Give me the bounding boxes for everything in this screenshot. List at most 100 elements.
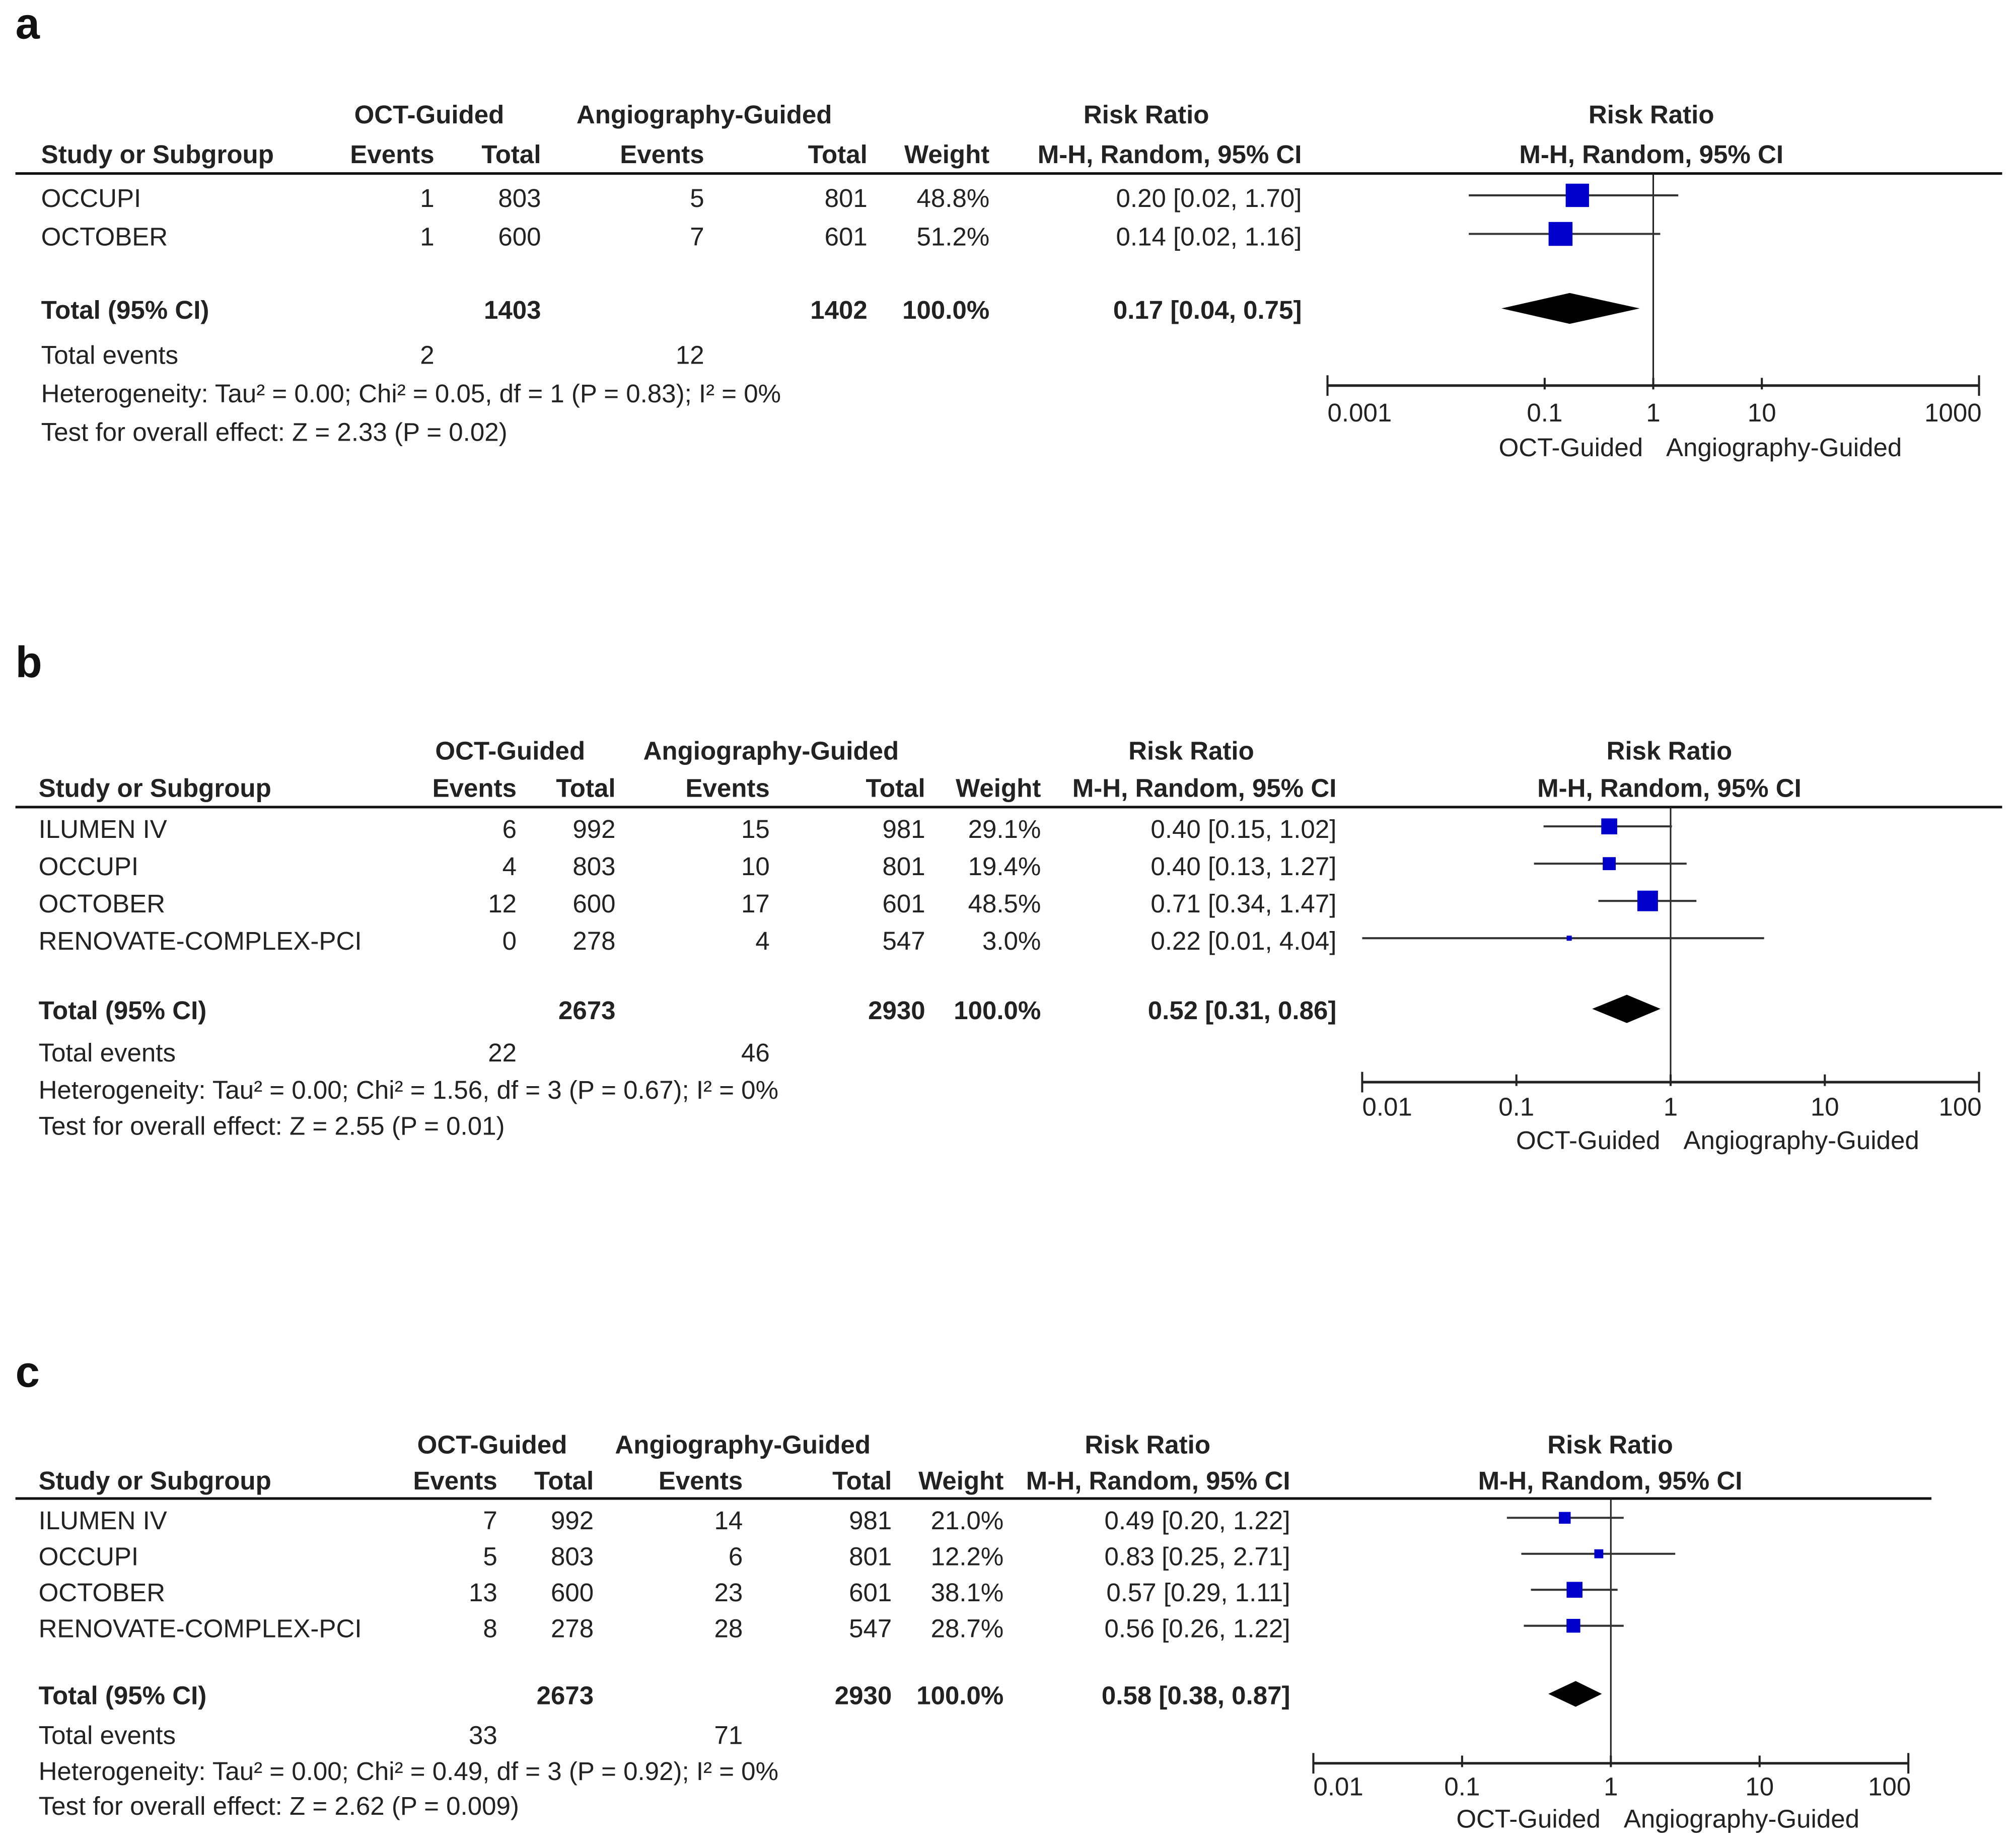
- g2-total: 981: [882, 816, 925, 844]
- weight: 48.5%: [968, 890, 1041, 919]
- study-square: [1637, 890, 1658, 911]
- total-events-g1: 33: [468, 1722, 497, 1751]
- total-g1: 2673: [558, 997, 616, 1026]
- header-plot-rr-method: M-H, Random, 95% CI: [1478, 1467, 1743, 1496]
- g2-total: 547: [882, 928, 925, 956]
- g1-total: 278: [550, 1615, 594, 1644]
- favours-left-label: OCT-Guided: [1456, 1805, 1601, 1834]
- header-weight: Weight: [956, 775, 1041, 804]
- overall-effect-text: Test for overall effect: Z = 2.55 (P = 0…: [38, 1113, 505, 1142]
- total-g2: 2930: [868, 997, 925, 1026]
- g2-events: 7: [690, 224, 704, 252]
- header-rr-method: M-H, Random, 95% CI: [1026, 1467, 1290, 1496]
- study-name: ILUMEN IV: [38, 1507, 167, 1536]
- study-name: OCTOBER: [38, 1579, 166, 1608]
- risk-ratio-ci: 0.49 [0.20, 1.22]: [1104, 1507, 1290, 1536]
- overall-effect-text: Test for overall effect: Z = 2.33 (P = 0…: [41, 419, 508, 448]
- g2-events: 28: [714, 1615, 743, 1644]
- header-g1-events: Events: [413, 1467, 497, 1496]
- total-g2: 1402: [810, 297, 868, 325]
- g2-events: 23: [714, 1579, 743, 1608]
- total-events-label: Total events: [38, 1722, 176, 1751]
- header-plot-rr-method: M-H, Random, 95% CI: [1519, 141, 1784, 170]
- x-tick-label: 0.001: [1327, 399, 1392, 428]
- header-plot-risk-ratio: Risk Ratio: [1547, 1432, 1673, 1460]
- weight: 12.2%: [930, 1543, 1004, 1572]
- weight: 19.4%: [968, 853, 1041, 882]
- header-risk-ratio: Risk Ratio: [1085, 1432, 1211, 1460]
- weight: 48.8%: [916, 185, 990, 214]
- study-name: OCCUPI: [38, 1543, 139, 1572]
- g2-total: 801: [824, 185, 868, 214]
- g2-events: 10: [741, 853, 770, 882]
- total-events-g1: 2: [420, 341, 435, 371]
- header-g1-events: Events: [350, 141, 435, 170]
- g1-total: 600: [572, 890, 616, 919]
- x-tick-label: 1000: [1924, 399, 1982, 428]
- header-study: Study or Subgroup: [41, 141, 274, 170]
- g2-events: 17: [741, 890, 770, 919]
- risk-ratio-ci: 0.40 [0.13, 1.27]: [1150, 853, 1337, 882]
- header-weight: Weight: [904, 141, 990, 170]
- header-group2: Angiography-Guided: [576, 101, 832, 130]
- study-square: [1601, 818, 1617, 834]
- header-rr-method: M-H, Random, 95% CI: [1037, 141, 1302, 170]
- x-tick-label: 0.01: [1362, 1094, 1412, 1122]
- x-tick-label: 1: [1646, 399, 1661, 428]
- x-tick-label: 100: [1868, 1773, 1911, 1802]
- favours-right-label: Angiography-Guided: [1683, 1127, 1919, 1156]
- study-square: [1565, 183, 1589, 207]
- heterogeneity-text: Heterogeneity: Tau² = 0.00; Chi² = 0.49,…: [38, 1758, 778, 1787]
- study-name: RENOVATE-COMPLEX-PCI: [38, 928, 362, 956]
- header-study: Study or Subgroup: [38, 1467, 271, 1496]
- total-weight: 100.0%: [902, 297, 990, 325]
- total-events-g2: 12: [675, 341, 704, 371]
- header-rr-method: M-H, Random, 95% CI: [1072, 775, 1337, 804]
- g1-total: 803: [572, 853, 616, 882]
- total-weight: 100.0%: [954, 997, 1041, 1026]
- x-tick-label: 10: [1745, 1773, 1774, 1802]
- favours-right-label: Angiography-Guided: [1623, 1805, 1860, 1834]
- g2-events: 15: [741, 816, 770, 844]
- total-events-label: Total events: [38, 1039, 176, 1068]
- g2-events: 14: [714, 1507, 743, 1536]
- x-tick-label: 0.1: [1498, 1094, 1535, 1122]
- header-group1: OCT-Guided: [417, 1432, 567, 1460]
- heterogeneity-text: Heterogeneity: Tau² = 0.00; Chi² = 0.05,…: [41, 380, 781, 409]
- risk-ratio-ci: 0.71 [0.34, 1.47]: [1150, 890, 1337, 919]
- heterogeneity-text: Heterogeneity: Tau² = 0.00; Chi² = 1.56,…: [38, 1077, 778, 1105]
- x-tick-label: 0.1: [1527, 399, 1563, 428]
- study-name: OCTOBER: [38, 890, 166, 919]
- risk-ratio-ci: 0.56 [0.26, 1.22]: [1104, 1615, 1290, 1644]
- g2-total: 601: [882, 890, 925, 919]
- study-name: OCCUPI: [38, 853, 139, 882]
- study-square: [1566, 936, 1572, 941]
- g1-total: 278: [572, 928, 616, 956]
- study-square: [1566, 1618, 1580, 1633]
- g1-events: 12: [488, 890, 517, 919]
- total-label: Total (95% CI): [38, 997, 207, 1026]
- x-tick-label: 0.1: [1444, 1773, 1480, 1802]
- risk-ratio-ci: 0.83 [0.25, 2.71]: [1104, 1543, 1290, 1572]
- header-g1-total: Total: [534, 1467, 594, 1496]
- pooled-diamond: [1592, 994, 1661, 1023]
- header-study: Study or Subgroup: [38, 775, 271, 804]
- weight: 28.7%: [930, 1615, 1004, 1644]
- study-square: [1566, 1582, 1582, 1598]
- total-events-g2: 71: [714, 1722, 743, 1751]
- g1-events: 0: [502, 928, 517, 956]
- pooled-diamond: [1548, 1681, 1602, 1707]
- study-name: RENOVATE-COMPLEX-PCI: [38, 1615, 362, 1644]
- total-events-g1: 22: [488, 1039, 517, 1068]
- x-tick-label: 0.01: [1313, 1773, 1363, 1802]
- overall-effect-text: Test for overall effect: Z = 2.62 (P = 0…: [38, 1793, 519, 1821]
- g1-total: 992: [572, 816, 616, 844]
- header-g2-events: Events: [658, 1467, 743, 1496]
- total-weight: 100.0%: [916, 1682, 1004, 1711]
- header-group2: Angiography-Guided: [643, 738, 899, 766]
- x-tick-label: 1: [1604, 1773, 1618, 1802]
- header-group1: OCT-Guided: [435, 738, 586, 766]
- study-name: ILUMEN IV: [38, 816, 167, 844]
- g2-events: 6: [728, 1543, 743, 1572]
